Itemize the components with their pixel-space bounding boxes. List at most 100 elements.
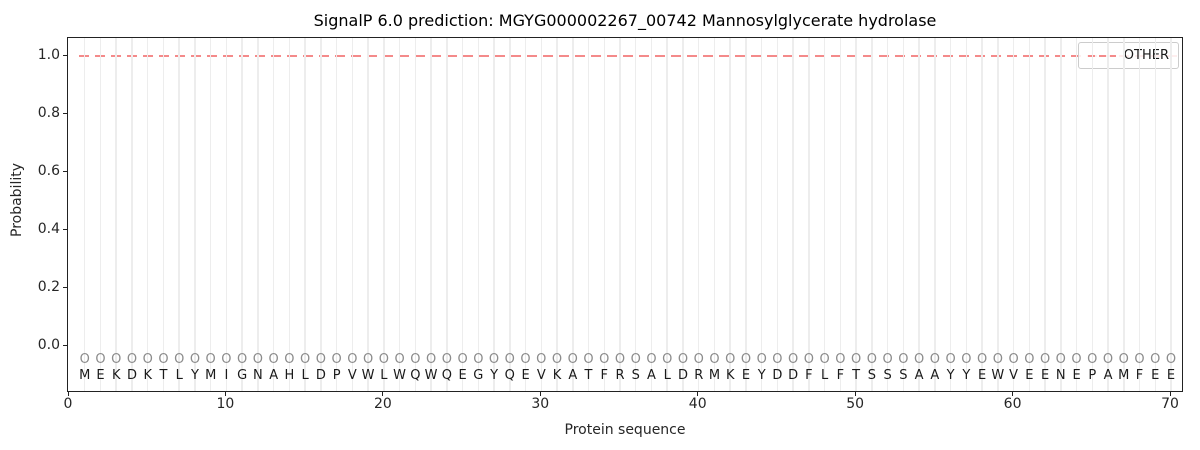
gridline: [272, 38, 275, 391]
prediction-letter: O: [79, 352, 90, 367]
prediction-letter: O: [961, 352, 972, 367]
gridline: [146, 38, 149, 391]
sequence-letter: E: [521, 368, 530, 383]
prediction-letter: O: [835, 352, 846, 367]
prediction-letter: O: [410, 352, 421, 367]
gridline: [918, 38, 920, 391]
gridline: [320, 38, 322, 391]
chart-title: SignalP 6.0 prediction: MGYG000002267_00…: [313, 11, 937, 30]
prediction-letter: O: [504, 352, 515, 367]
sequence-letter: A: [647, 368, 656, 383]
prediction-letter: O: [898, 352, 909, 367]
prediction-letter: O: [425, 352, 437, 367]
legend-label: OTHER: [1123, 48, 1169, 63]
gridline: [430, 38, 432, 391]
prediction-letter: O: [1024, 352, 1035, 367]
sequence-letter: D: [315, 368, 326, 383]
prediction-letter: O: [551, 352, 563, 367]
prediction-letter: O: [347, 352, 358, 367]
prediction-letter: O: [772, 352, 783, 367]
prediction-letter: O: [913, 352, 925, 367]
prediction-letter: O: [677, 352, 689, 367]
sequence-letter: E: [1166, 368, 1176, 383]
prediction-letter: O: [284, 352, 295, 367]
y-tick-label: 0.6: [37, 163, 60, 179]
prediction-letter: O: [221, 352, 232, 367]
gridline: [587, 38, 590, 391]
sequence-letter: H: [284, 368, 295, 383]
gridline: [257, 38, 259, 391]
gridline: [902, 38, 905, 391]
sequence-letter: K: [111, 368, 121, 383]
y-tick-label: 0.2: [37, 279, 60, 295]
sequence-letter: L: [175, 368, 183, 383]
sequence-letter: E: [1151, 368, 1160, 383]
gridline: [115, 38, 117, 391]
gridline: [493, 38, 495, 391]
gridline: [1170, 38, 1172, 391]
gridline: [792, 38, 794, 391]
prediction-letter: O: [473, 352, 484, 367]
gridline: [997, 38, 999, 391]
sequence-letter: V: [347, 368, 357, 383]
prediction-letter: O: [362, 352, 374, 367]
sequence-letter: E: [1025, 368, 1034, 383]
x-tick-label: 60: [1003, 396, 1022, 412]
x-tick-mark: [382, 392, 384, 396]
prediction-letter: O: [788, 352, 799, 367]
sequence-letter: D: [788, 368, 799, 383]
sequence-letter: L: [663, 368, 671, 383]
gridline: [934, 38, 936, 391]
gridline: [1060, 38, 1062, 391]
gridline: [634, 38, 637, 391]
prediction-letter: O: [158, 352, 169, 367]
sequence-letter: P: [332, 368, 341, 383]
gridline: [729, 38, 731, 391]
gridline: [524, 38, 527, 391]
gridline: [131, 38, 133, 391]
sequence-letter: W: [991, 368, 1005, 383]
prediction-letter: O: [520, 352, 531, 367]
prediction-letter: O: [882, 352, 893, 367]
gridline: [682, 38, 684, 391]
gridline: [367, 38, 369, 391]
prediction-letter: O: [441, 352, 452, 367]
prediction-letter: O: [992, 352, 1003, 367]
sequence-letter: T: [852, 368, 861, 383]
sequence-letter: L: [821, 368, 829, 383]
prediction-letter: O: [95, 352, 106, 367]
gridline: [288, 38, 291, 391]
gridline: [335, 38, 338, 391]
gridline: [99, 38, 102, 391]
gridline: [351, 38, 354, 391]
sequence-letter: W: [424, 368, 438, 383]
sequence-letter: V: [1009, 368, 1019, 383]
prediction-letter: O: [567, 352, 578, 367]
gridline: [178, 38, 180, 391]
prediction-letter: O: [740, 352, 752, 367]
prediction-letter: O: [1039, 352, 1051, 367]
sequence-letter: F: [836, 368, 845, 383]
y-tick-mark: [63, 170, 67, 172]
sequence-letter: K: [725, 368, 735, 383]
gridline: [383, 38, 385, 391]
sequence-letter: Y: [757, 368, 766, 383]
prediction-letter: O: [300, 352, 311, 367]
prediction-letter: O: [1118, 352, 1129, 367]
prediction-letter: O: [1008, 352, 1019, 367]
y-tick-mark: [63, 286, 67, 288]
prediction-letter: O: [945, 352, 956, 367]
sequence-letter: S: [883, 368, 892, 383]
sequence-letter: E: [96, 368, 105, 383]
gridline: [697, 38, 700, 391]
sequence-letter: T: [584, 368, 593, 383]
sequence-letter: D: [772, 368, 783, 383]
sequence-letter: V: [536, 368, 546, 383]
sequence-letter: E: [458, 368, 467, 383]
y-tick-mark: [63, 54, 67, 56]
x-tick-label: 0: [63, 396, 73, 412]
sequence-letter: S: [899, 368, 908, 383]
gridline: [666, 38, 668, 391]
prediction-letter: O: [394, 352, 405, 367]
